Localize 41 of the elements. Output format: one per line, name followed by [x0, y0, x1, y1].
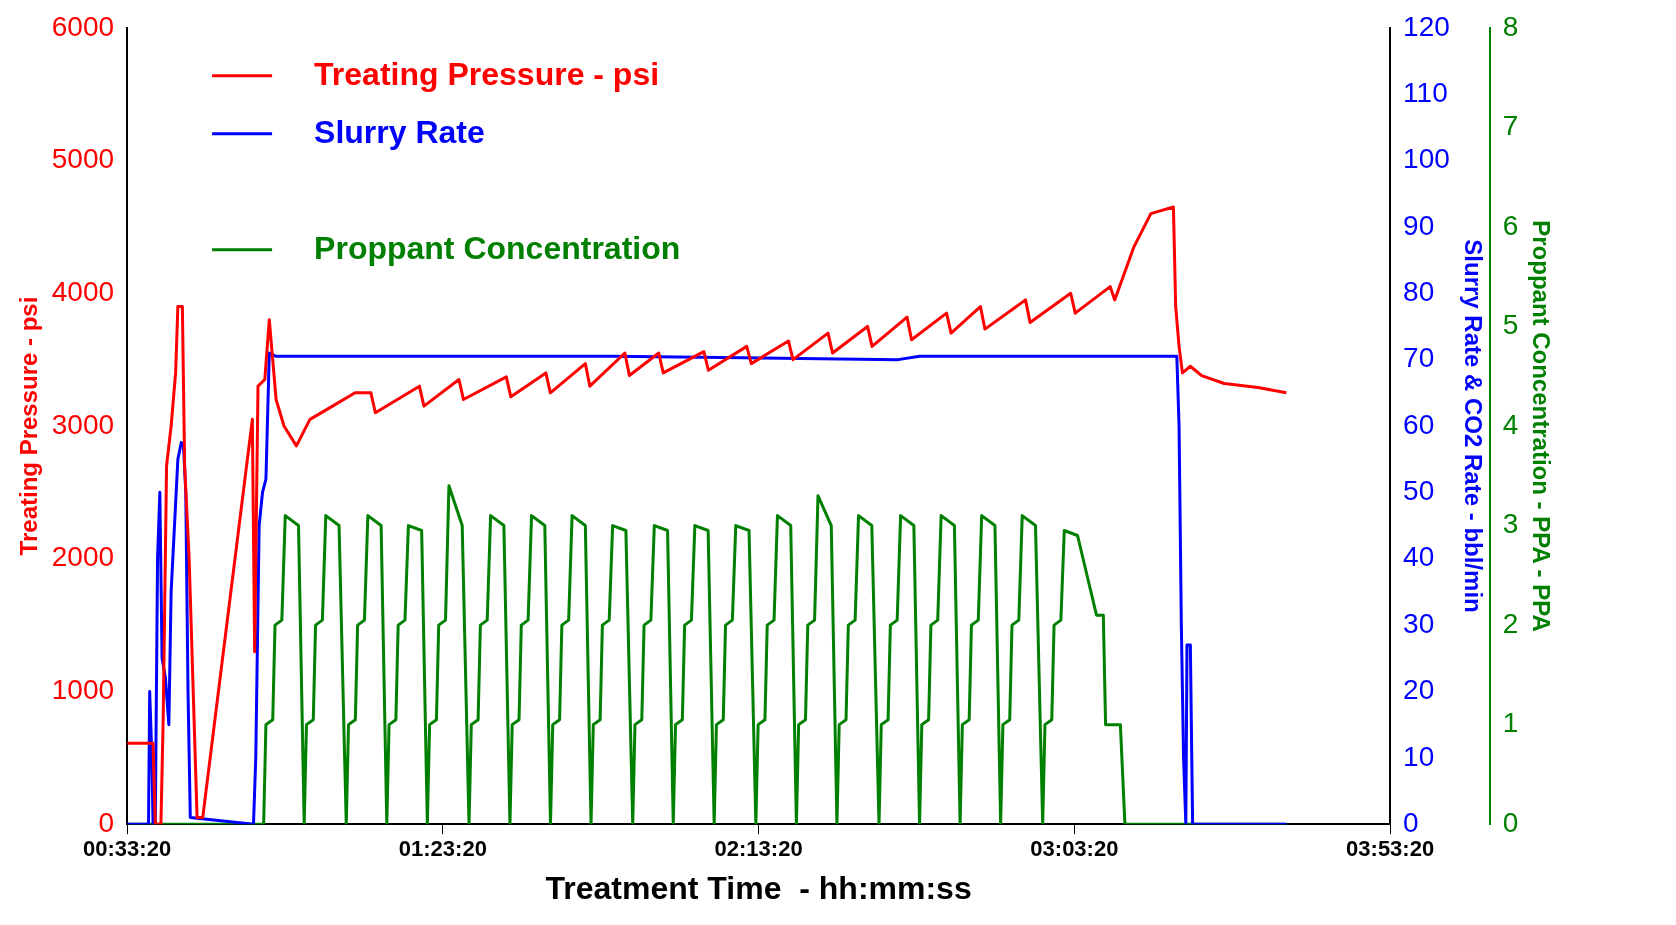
y-axis-title: Treating Pressure - psi — [15, 296, 43, 556]
y3-tick-label: 6 — [1502, 209, 1519, 241]
y-tick-label: 0 — [98, 806, 115, 838]
y3-tick-label: 4 — [1502, 408, 1519, 440]
legend-label: Treating Pressure - psi — [314, 55, 660, 92]
x-tick-label: 03:03:20 — [1030, 836, 1119, 862]
y2-tick-label: 120 — [1403, 10, 1450, 42]
y-tick-label: 1000 — [51, 674, 115, 706]
y2-axis-title: Slurry Rate & CO2 Rate - bbl/min — [1459, 239, 1487, 613]
y2-tick-label: 50 — [1403, 475, 1435, 507]
y2-tick-label: 20 — [1403, 674, 1435, 706]
y2-tick-label: 10 — [1403, 740, 1435, 772]
y2-tick-label: 40 — [1403, 541, 1435, 573]
x-tick-label: 02:13:20 — [714, 836, 803, 862]
y3-tick-label: 8 — [1502, 10, 1519, 42]
y2-tick-label: 30 — [1403, 607, 1435, 639]
y-tick-label: 6000 — [51, 10, 115, 42]
y3-tick-label: 7 — [1502, 110, 1519, 142]
x-axis-title: Treatment Time - hh:mm:ss — [545, 869, 972, 906]
y3-axis-title: Proppant Concentration - PPA - PPA — [1527, 220, 1555, 632]
y3-tick-label: 2 — [1502, 607, 1519, 639]
x-tick-label: 03:53:20 — [1346, 836, 1435, 862]
legend-label: Proppant Concentration — [314, 229, 681, 266]
y-tick-label: 2000 — [51, 541, 115, 573]
y-tick-label: 3000 — [51, 408, 115, 440]
y3-tick-label: 3 — [1502, 508, 1519, 540]
legend-label: Slurry Rate — [314, 113, 485, 150]
y3-tick-label: 0 — [1502, 806, 1519, 838]
y2-tick-label: 100 — [1403, 143, 1450, 175]
y2-tick-label: 80 — [1403, 275, 1435, 307]
y2-tick-label: 70 — [1403, 342, 1435, 374]
x-tick-label: 01:23:20 — [398, 836, 487, 862]
y2-tick-label: 0 — [1403, 806, 1419, 838]
y3-tick-label: 5 — [1502, 309, 1519, 341]
x-tick-label: 00:33:20 — [83, 836, 172, 862]
y2-tick-label: 60 — [1403, 408, 1435, 440]
y2-tick-label: 110 — [1403, 76, 1448, 108]
y2-tick-label: 90 — [1403, 209, 1435, 241]
y3-tick-label: 1 — [1502, 707, 1519, 739]
y-tick-label: 4000 — [51, 275, 115, 307]
y-tick-label: 5000 — [51, 143, 115, 175]
